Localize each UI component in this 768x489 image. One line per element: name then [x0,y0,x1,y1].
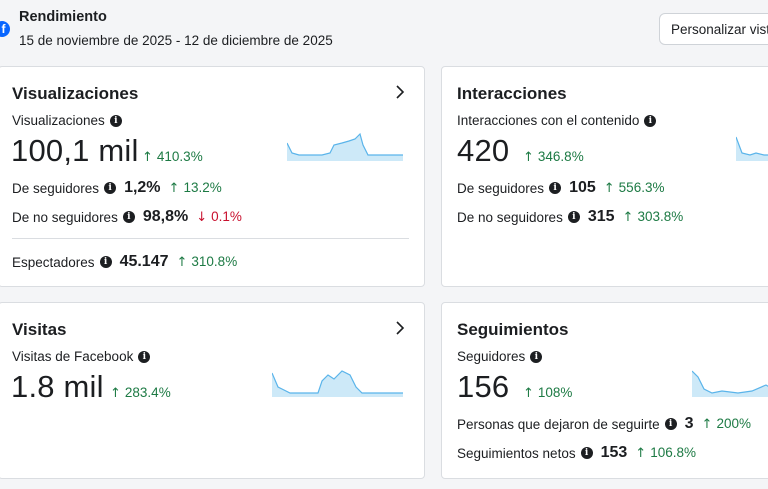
info-icon[interactable]: i [580,447,593,459]
info-icon[interactable]: i [138,350,151,363]
interactions-followers-row: De seguidores i 105 ↑ 556.3% [457,179,664,197]
visits-card: Visitas Visitas de Facebook i 1.8 mil ↑ 2… [0,302,425,479]
arrow-up-icon: ↑ [168,181,180,196]
info-icon[interactable]: i [122,211,135,223]
visits-metric-label: Visitas de Facebook [12,349,134,364]
arrow-up-icon: ↑ [110,386,121,401]
follows-unfollow-delta: ↑ 200% [702,416,751,432]
interactions-metric-label-row: Interacciones con el contenido i [457,113,657,128]
arrow-up-icon: ↑ [701,417,713,432]
info-icon[interactable]: i [99,256,112,268]
arrow-up-icon: ↑ [176,255,188,270]
interactions-card: Interacciones Interacciones con el conte… [441,66,768,287]
interactions-followers-value: 105 [569,179,596,196]
views-nonfollowers-value: 98,8% [142,208,189,225]
arrow-up-icon: ↑ [622,210,634,225]
page-header: f Rendimiento 15 de noviembre de 2025 - … [0,0,768,62]
views-nonfollowers-label: De no seguidores [12,209,118,225]
views-followers-delta-value: 13.2% [183,180,222,195]
views-followers-row: De seguidores i 1,2% ↑ 13.2% [12,179,222,197]
page-title: Rendimiento [19,9,107,25]
views-sparkline [287,132,403,161]
interactions-nonfollowers-delta: ↑ 303.8% [623,209,684,225]
views-followers-value: 1,2% [124,179,161,196]
info-icon[interactable]: i [664,418,677,430]
follows-net-value: 153 [600,444,628,461]
arrow-up-icon: ↑ [142,150,153,165]
interactions-nonfollowers-value: 315 [587,208,615,225]
customize-view-button[interactable]: Personalizar vista [659,13,768,45]
views-card-title: Visualizaciones [12,84,139,103]
views-viewers-row: Espectadores i 45.147 ↑ 310.8% [12,253,237,271]
interactions-followers-delta: ↑ 556.3% [604,180,665,196]
arrow-up-icon: ↑ [635,446,647,461]
visits-metric-label-row: Visitas de Facebook i [12,349,151,364]
views-metric-label: Visualizaciones [12,113,105,128]
info-icon[interactable]: i [567,211,580,223]
visits-metric-delta: ↑ 283.4% [110,385,171,401]
divider [12,238,409,239]
views-viewers-delta: ↑ 310.8% [177,254,238,270]
interactions-nonfollowers-row: De no seguidores i 315 ↑ 303.8% [457,208,683,226]
follows-card: Seguimientos Seguidores i 156 ↑ 108% Pers… [441,302,768,479]
follows-sparkline [692,370,768,397]
visits-card-title: Visitas [12,320,67,339]
views-viewers-delta-value: 310.8% [191,254,238,269]
follows-unfollow-label: Personas que dejaron de seguirte [457,416,660,432]
arrow-up-icon: ↑ [523,150,534,165]
views-metric-delta-value: 410.3% [156,149,203,164]
visits-sparkline [272,370,403,397]
visits-metric-delta-value: 283.4% [124,385,171,400]
interactions-followers-delta-value: 556.3% [618,180,665,195]
follows-net-row: Seguimientos netos i 153 ↑ 106.8% [457,444,696,462]
views-nonfollowers-delta: ↓ 0.1% [196,209,242,225]
chevron-right-icon[interactable] [392,320,408,336]
follows-metric-value: 156 [457,369,510,404]
follows-metric-label-row: Seguidores i [457,349,543,364]
interactions-metric-label: Interacciones con el contenido [457,113,640,128]
info-icon[interactable]: i [644,114,657,127]
views-followers-label: De seguidores [12,180,100,196]
views-viewers-value: 45.147 [119,253,169,270]
interactions-followers-label: De seguidores [457,180,545,196]
date-range: 15 de noviembre de 2025 - 12 de diciembr… [19,33,333,48]
chevron-right-icon[interactable] [392,84,408,100]
interactions-metric-delta: ↑ 346.8% [523,149,584,165]
follows-metric-delta: ↑ 108% [523,385,572,401]
facebook-logo-icon: f [0,21,10,37]
interactions-metric-delta-value: 346.8% [537,149,584,164]
follows-net-label: Seguimientos netos [457,445,576,461]
interactions-nonfollowers-label: De no seguidores [457,209,563,225]
interactions-sparkline [736,136,768,161]
views-metric-value: 100,1 mil [11,133,139,168]
follows-metric-delta-value: 108% [537,385,573,400]
arrow-down-icon: ↓ [196,210,208,225]
follows-metric-label: Seguidores [457,349,526,364]
follows-card-title: Seguimientos [457,320,569,339]
views-card: Visualizaciones Visualizaciones i 100,1 … [0,66,425,287]
views-viewers-label: Espectadores [12,254,95,270]
follows-net-delta-value: 106.8% [650,445,696,460]
arrow-up-icon: ↑ [523,386,534,401]
follows-unfollow-value: 3 [684,415,694,432]
info-icon[interactable]: i [104,182,117,194]
info-icon[interactable]: i [549,182,562,194]
follows-unfollow-delta-value: 200% [716,416,751,431]
views-nonfollowers-delta-value: 0.1% [211,209,242,224]
visits-metric-value: 1.8 mil [11,369,104,404]
arrow-up-icon: ↑ [603,181,615,196]
views-followers-delta: ↑ 13.2% [169,180,222,196]
views-metric-label-row: Visualizaciones i [12,113,122,128]
info-icon[interactable]: i [109,114,122,127]
views-nonfollowers-row: De no seguidores i 98,8% ↓ 0.1% [12,208,242,226]
follows-net-delta: ↑ 106.8% [635,445,696,461]
interactions-card-title: Interacciones [457,84,567,103]
interactions-nonfollowers-delta-value: 303.8% [637,209,684,224]
views-metric-delta: ↑ 410.3% [142,149,203,165]
follows-unfollow-row: Personas que dejaron de seguirte i 3 ↑ 20… [457,415,751,433]
interactions-metric-value: 420 [457,133,510,168]
info-icon[interactable]: i [530,350,543,363]
